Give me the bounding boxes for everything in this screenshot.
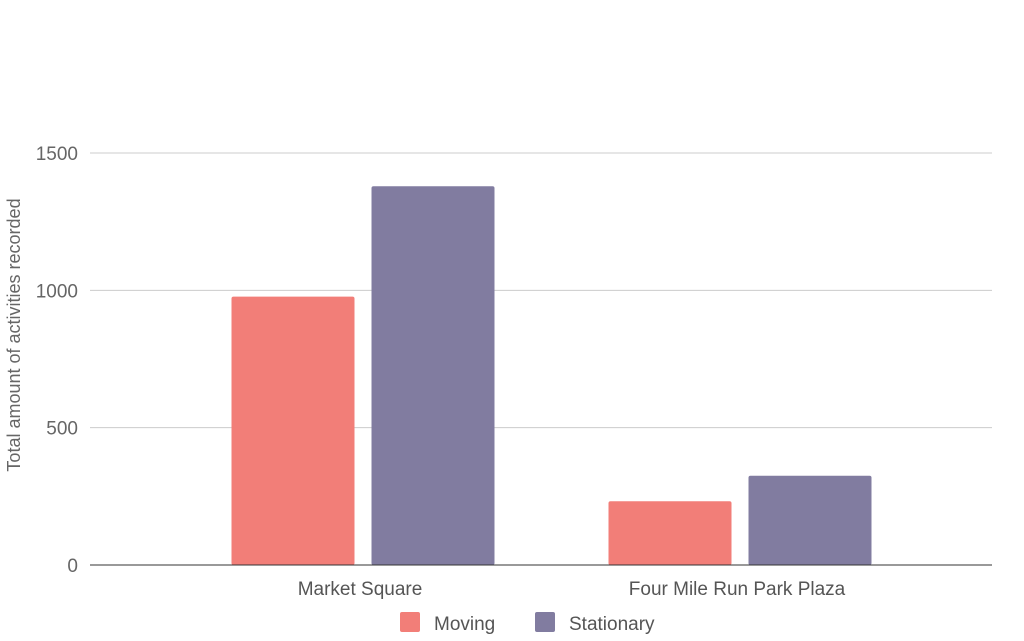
legend-swatch-moving bbox=[400, 612, 420, 632]
x-category-label: Four Mile Run Park Plaza bbox=[629, 579, 846, 600]
legend-label-moving: Moving bbox=[434, 614, 495, 635]
legend: Moving Stationary bbox=[400, 612, 655, 635]
bars bbox=[231, 186, 872, 565]
legend-label-stationary: Stationary bbox=[569, 614, 655, 635]
legend-swatch-stationary bbox=[535, 612, 555, 632]
bar-stationary-1 bbox=[748, 475, 872, 565]
y-tick-label: 0 bbox=[67, 556, 78, 577]
x-category-label: Market Square bbox=[298, 579, 423, 600]
y-tick-label: 1500 bbox=[36, 144, 78, 165]
bar-stationary-0 bbox=[371, 186, 495, 565]
y-tick-label: 500 bbox=[46, 419, 78, 440]
y-axis-title: Total amount of activities recorded bbox=[4, 198, 24, 471]
bar-moving-1 bbox=[608, 501, 732, 565]
x-category-labels: Market Square Four Mile Run Park Plaza bbox=[298, 579, 846, 600]
y-tick-label: 1000 bbox=[36, 281, 78, 302]
gridlines bbox=[90, 152, 992, 429]
bar-moving-0 bbox=[231, 296, 355, 565]
y-tick-labels: 0 500 1000 1500 bbox=[36, 144, 78, 577]
